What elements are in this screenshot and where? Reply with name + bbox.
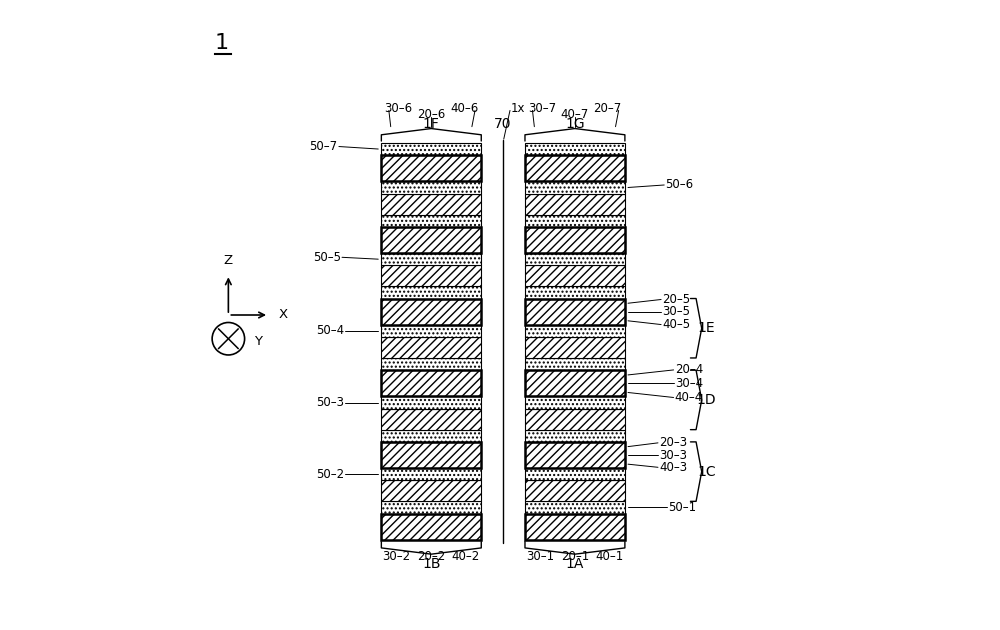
Bar xyxy=(525,181,625,193)
Text: Z: Z xyxy=(224,254,233,267)
Bar xyxy=(525,324,625,337)
Bar xyxy=(381,265,481,286)
Bar xyxy=(525,358,625,370)
Text: 40–3: 40–3 xyxy=(659,461,687,474)
Bar xyxy=(381,155,481,181)
Bar xyxy=(525,155,625,181)
Bar xyxy=(381,501,481,513)
Bar xyxy=(525,442,625,468)
Bar xyxy=(381,143,481,155)
Text: 40–1: 40–1 xyxy=(595,549,624,563)
Bar xyxy=(525,299,625,324)
Bar xyxy=(381,181,481,193)
Bar xyxy=(381,299,481,324)
Text: 40–2: 40–2 xyxy=(452,549,480,563)
Bar xyxy=(525,337,625,358)
Text: Y: Y xyxy=(254,335,262,348)
Text: 1C: 1C xyxy=(697,464,716,479)
Text: 70: 70 xyxy=(494,117,512,131)
Text: 1F: 1F xyxy=(423,117,440,131)
Bar xyxy=(381,370,481,396)
Text: 1A: 1A xyxy=(566,556,584,571)
Text: 30–7: 30–7 xyxy=(528,102,556,115)
Bar xyxy=(525,155,625,181)
Bar xyxy=(381,358,481,370)
Bar xyxy=(525,480,625,501)
Bar xyxy=(525,370,625,396)
Text: 1G: 1G xyxy=(565,117,585,131)
Bar xyxy=(525,299,625,324)
Bar xyxy=(381,155,481,181)
Bar xyxy=(381,299,481,324)
Bar xyxy=(525,193,625,215)
Bar xyxy=(381,409,481,430)
Text: 1B: 1B xyxy=(422,556,441,571)
Text: 50–6: 50–6 xyxy=(665,178,694,192)
Bar xyxy=(381,468,481,480)
Bar xyxy=(381,337,481,358)
Text: 30–1: 30–1 xyxy=(526,549,554,563)
Text: 20–5: 20–5 xyxy=(662,293,690,306)
Text: 50–4: 50–4 xyxy=(316,324,344,337)
Text: 1D: 1D xyxy=(697,393,717,407)
Text: X: X xyxy=(278,309,287,321)
Text: 20–2: 20–2 xyxy=(417,549,445,563)
Text: 50–7: 50–7 xyxy=(310,140,338,153)
Text: 1E: 1E xyxy=(698,321,716,335)
Bar xyxy=(525,265,625,286)
Bar xyxy=(381,442,481,468)
Bar xyxy=(525,396,625,409)
Bar xyxy=(381,227,481,253)
Bar xyxy=(381,513,481,540)
Bar xyxy=(381,430,481,442)
Bar xyxy=(525,409,625,430)
Bar xyxy=(381,253,481,265)
Bar xyxy=(381,324,481,337)
Text: 40–4: 40–4 xyxy=(675,391,703,404)
Text: 1x: 1x xyxy=(511,102,525,115)
Text: 30–2: 30–2 xyxy=(383,549,411,563)
Text: 30–5: 30–5 xyxy=(662,305,690,318)
Text: 20–6: 20–6 xyxy=(417,108,445,122)
Bar xyxy=(381,215,481,227)
Text: 40–5: 40–5 xyxy=(662,318,690,331)
Bar xyxy=(381,193,481,215)
Text: 50–1: 50–1 xyxy=(669,501,697,514)
Text: 30–4: 30–4 xyxy=(675,377,703,390)
Bar xyxy=(525,253,625,265)
Text: 20–3: 20–3 xyxy=(659,437,687,449)
Bar xyxy=(381,286,481,299)
Text: 50–3: 50–3 xyxy=(316,396,344,409)
Bar xyxy=(381,396,481,409)
Bar xyxy=(525,215,625,227)
Text: 30–6: 30–6 xyxy=(384,102,413,115)
Bar xyxy=(525,227,625,253)
Bar xyxy=(381,480,481,501)
Text: 40–6: 40–6 xyxy=(450,102,478,115)
Text: 40–7: 40–7 xyxy=(561,108,589,122)
Bar xyxy=(525,286,625,299)
Bar xyxy=(525,513,625,540)
Text: 30–3: 30–3 xyxy=(659,449,687,462)
Text: 1: 1 xyxy=(215,33,229,54)
Bar xyxy=(525,468,625,480)
Text: 50–5: 50–5 xyxy=(313,251,341,264)
Bar xyxy=(525,501,625,513)
Bar xyxy=(525,370,625,396)
Bar xyxy=(525,442,625,468)
Bar xyxy=(381,442,481,468)
Bar xyxy=(525,513,625,540)
Text: 20–4: 20–4 xyxy=(675,364,703,377)
Bar xyxy=(525,143,625,155)
Bar xyxy=(381,227,481,253)
Text: 20–1: 20–1 xyxy=(561,549,589,563)
Text: 20–7: 20–7 xyxy=(594,102,622,115)
Bar xyxy=(525,227,625,253)
Bar xyxy=(381,513,481,540)
Bar xyxy=(525,430,625,442)
Text: 50–2: 50–2 xyxy=(316,467,344,481)
Bar xyxy=(381,370,481,396)
